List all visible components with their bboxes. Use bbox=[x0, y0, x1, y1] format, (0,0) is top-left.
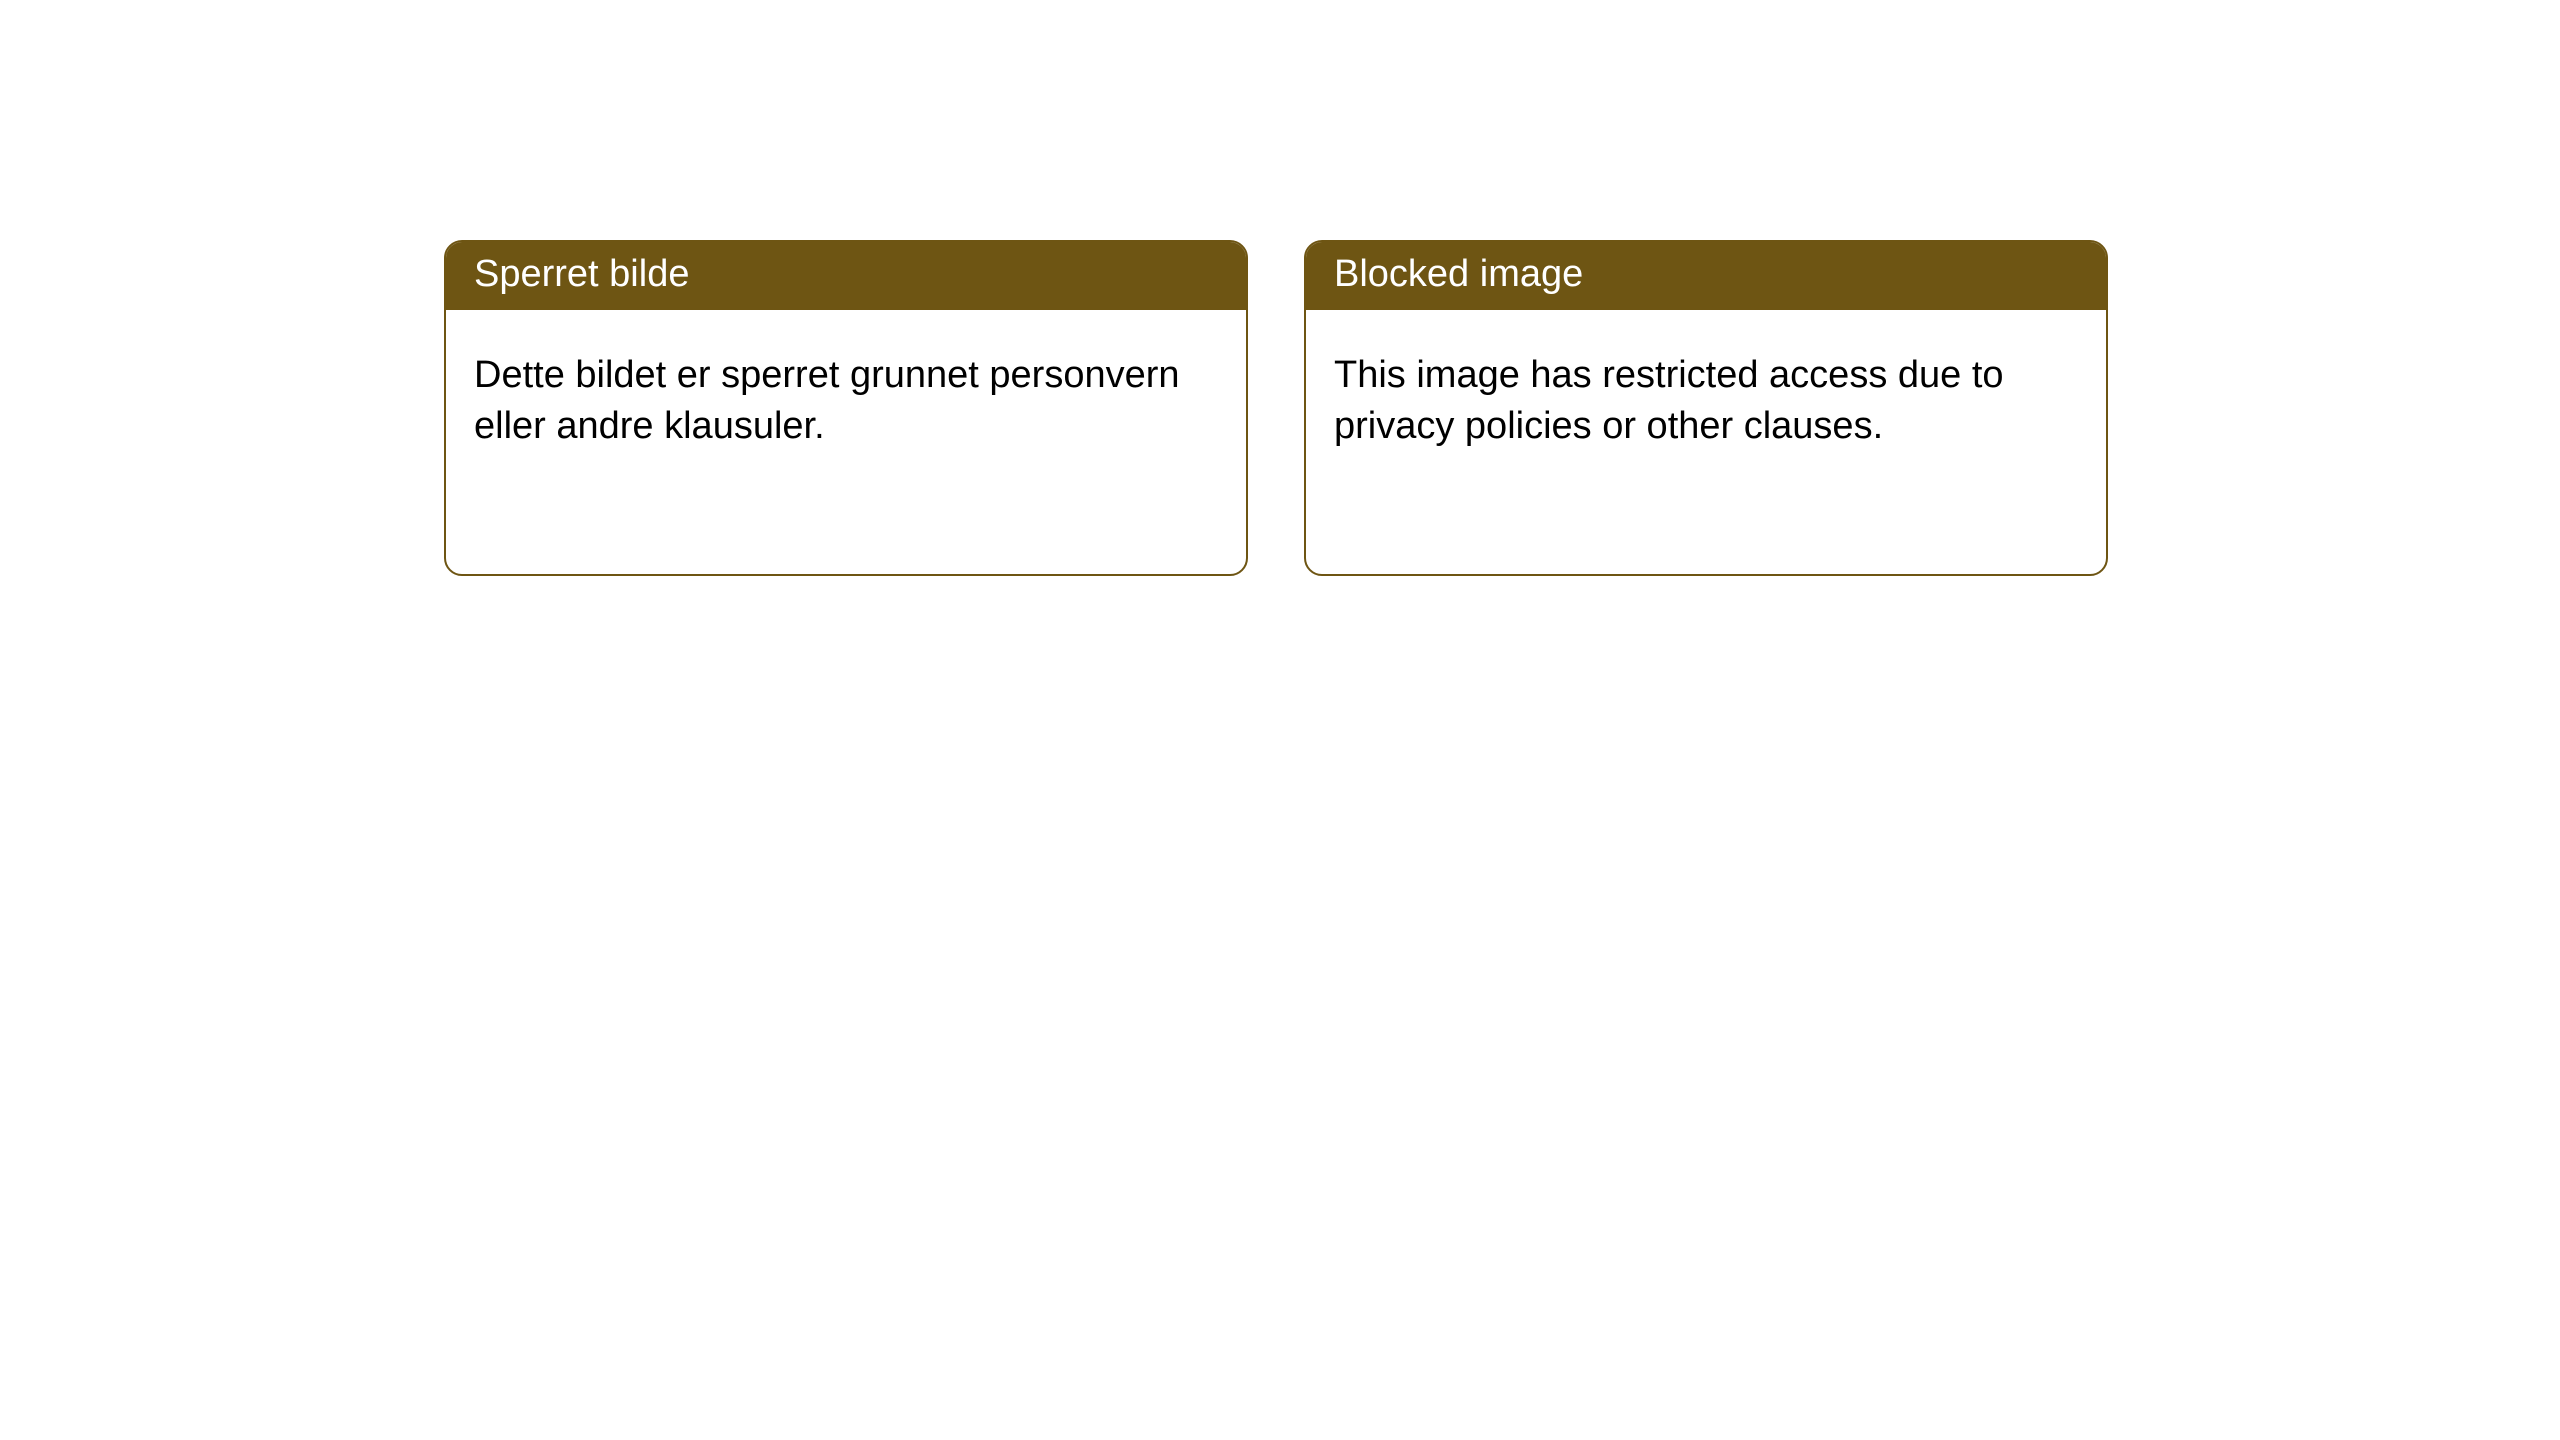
notice-container: Sperret bilde Dette bildet er sperret gr… bbox=[0, 0, 2560, 576]
notice-header: Blocked image bbox=[1306, 242, 2106, 310]
notice-body: Dette bildet er sperret grunnet personve… bbox=[446, 310, 1246, 493]
notice-header: Sperret bilde bbox=[446, 242, 1246, 310]
notice-body: This image has restricted access due to … bbox=[1306, 310, 2106, 493]
notice-card-norwegian: Sperret bilde Dette bildet er sperret gr… bbox=[444, 240, 1248, 576]
notice-card-english: Blocked image This image has restricted … bbox=[1304, 240, 2108, 576]
